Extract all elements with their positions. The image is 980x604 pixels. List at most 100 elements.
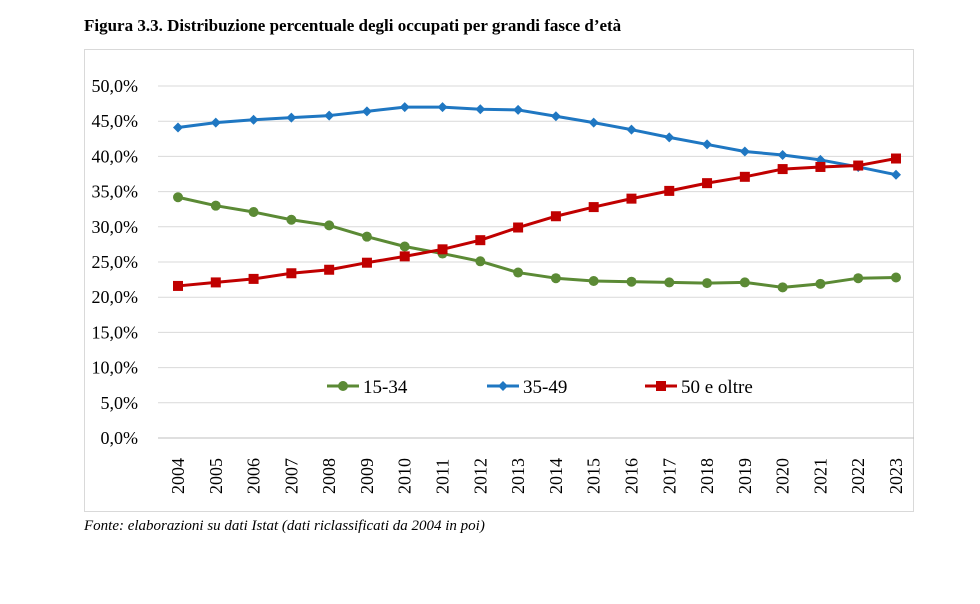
data-point — [361, 106, 372, 117]
series-lines — [173, 102, 901, 293]
y-axis-ticks: 0,0% 5,0% 10,0% 15,0% 20,0% 25,0% 30,0% 35,0% 40… — [92, 76, 139, 448]
x-tick-label: 2006 — [244, 458, 264, 494]
data-point — [361, 231, 372, 242]
data-point — [588, 276, 599, 287]
legend-label: 15-34 — [363, 377, 408, 398]
x-tick-label: 2012 — [470, 458, 490, 494]
data-point — [588, 117, 599, 128]
data-point — [550, 273, 561, 284]
legend: 15-34 35-49 50 e oltre — [327, 377, 753, 398]
data-point — [777, 164, 788, 175]
data-point — [399, 251, 410, 262]
data-point — [626, 193, 637, 204]
data-point — [891, 272, 901, 283]
y-tick-label: 40,0% — [92, 146, 139, 166]
y-tick-label: 35,0% — [92, 182, 139, 202]
y-tick-label: 45,0% — [92, 111, 139, 131]
series-15-34 — [173, 192, 901, 293]
data-point — [173, 280, 183, 291]
data-point — [815, 161, 826, 172]
data-point — [324, 110, 335, 121]
data-point — [248, 114, 259, 125]
data-point — [513, 222, 524, 233]
figure-source-note: Fonte: elaborazioni su dati Istat (dati … — [84, 518, 485, 534]
data-point — [286, 214, 297, 225]
y-tick-label: 0,0% — [101, 428, 139, 448]
data-point — [248, 207, 259, 218]
data-point — [286, 268, 297, 279]
x-tick-label: 2023 — [886, 458, 906, 494]
data-point — [210, 277, 221, 288]
data-point — [626, 124, 637, 135]
data-point — [550, 111, 561, 122]
x-tick-label: 2010 — [395, 458, 415, 494]
legend-label: 35-49 — [523, 377, 567, 398]
data-point — [513, 104, 524, 115]
data-point — [324, 264, 335, 275]
data-point — [739, 277, 750, 288]
y-tick-label: 15,0% — [92, 322, 139, 342]
data-point — [286, 112, 297, 123]
x-tick-label: 2016 — [621, 458, 641, 494]
x-tick-label: 2008 — [319, 458, 339, 494]
y-tick-label: 50,0% — [92, 76, 139, 96]
legend-label: 50 e oltre — [681, 377, 753, 398]
data-point — [664, 132, 675, 143]
legend-swatch-marker — [498, 381, 508, 391]
data-point — [626, 276, 637, 287]
data-point — [702, 178, 713, 189]
data-point — [361, 257, 372, 268]
x-tick-label: 2015 — [584, 458, 604, 494]
data-point — [739, 146, 750, 157]
x-tick-label: 2014 — [546, 458, 566, 494]
data-point — [702, 139, 713, 150]
x-tick-label: 2009 — [357, 458, 377, 494]
x-tick-label: 2013 — [508, 458, 528, 494]
data-point — [777, 149, 788, 160]
x-tick-label: 2007 — [281, 458, 301, 494]
x-tick-label: 2019 — [735, 458, 755, 494]
data-point — [173, 192, 183, 203]
data-point — [475, 256, 486, 267]
legend-item: 15-34 — [327, 377, 408, 398]
data-point — [248, 273, 259, 284]
x-tick-label: 2011 — [433, 459, 453, 494]
y-tick-label: 20,0% — [92, 287, 139, 307]
gridlines — [158, 85, 914, 439]
data-point — [853, 160, 864, 171]
data-point — [475, 104, 486, 115]
data-point — [815, 278, 826, 289]
legend-swatch-marker — [656, 381, 666, 391]
legend-swatch-marker — [338, 381, 348, 391]
data-point — [210, 117, 221, 128]
data-point — [399, 241, 410, 252]
x-axis-ticks: 2004 2005 2006 2007 2008 2009 2010 2011 2012 2013… — [168, 458, 906, 494]
data-point — [891, 153, 901, 164]
y-tick-label: 30,0% — [92, 217, 139, 237]
x-tick-label: 2020 — [773, 458, 793, 494]
data-point — [399, 102, 410, 113]
data-point — [324, 220, 335, 231]
series-line — [177, 157, 897, 288]
data-point — [853, 273, 864, 284]
series-line — [177, 105, 897, 177]
x-tick-label: 2022 — [848, 458, 868, 494]
data-point — [702, 278, 713, 289]
x-tick-label: 2005 — [206, 458, 226, 494]
x-tick-label: 2004 — [168, 458, 188, 494]
data-point — [475, 235, 486, 246]
x-tick-label: 2018 — [697, 458, 717, 494]
series-35-49 — [173, 102, 901, 180]
y-tick-label: 5,0% — [101, 393, 139, 413]
series-50-e-oltre — [173, 153, 901, 291]
series-line — [177, 195, 897, 289]
data-point — [550, 211, 561, 222]
legend-item: 50 e oltre — [645, 377, 753, 398]
x-tick-label: 2021 — [810, 458, 830, 494]
data-point — [664, 185, 675, 196]
data-point — [513, 267, 524, 278]
y-tick-label: 10,0% — [92, 358, 139, 378]
data-point — [777, 282, 788, 293]
y-tick-label: 25,0% — [92, 252, 139, 272]
